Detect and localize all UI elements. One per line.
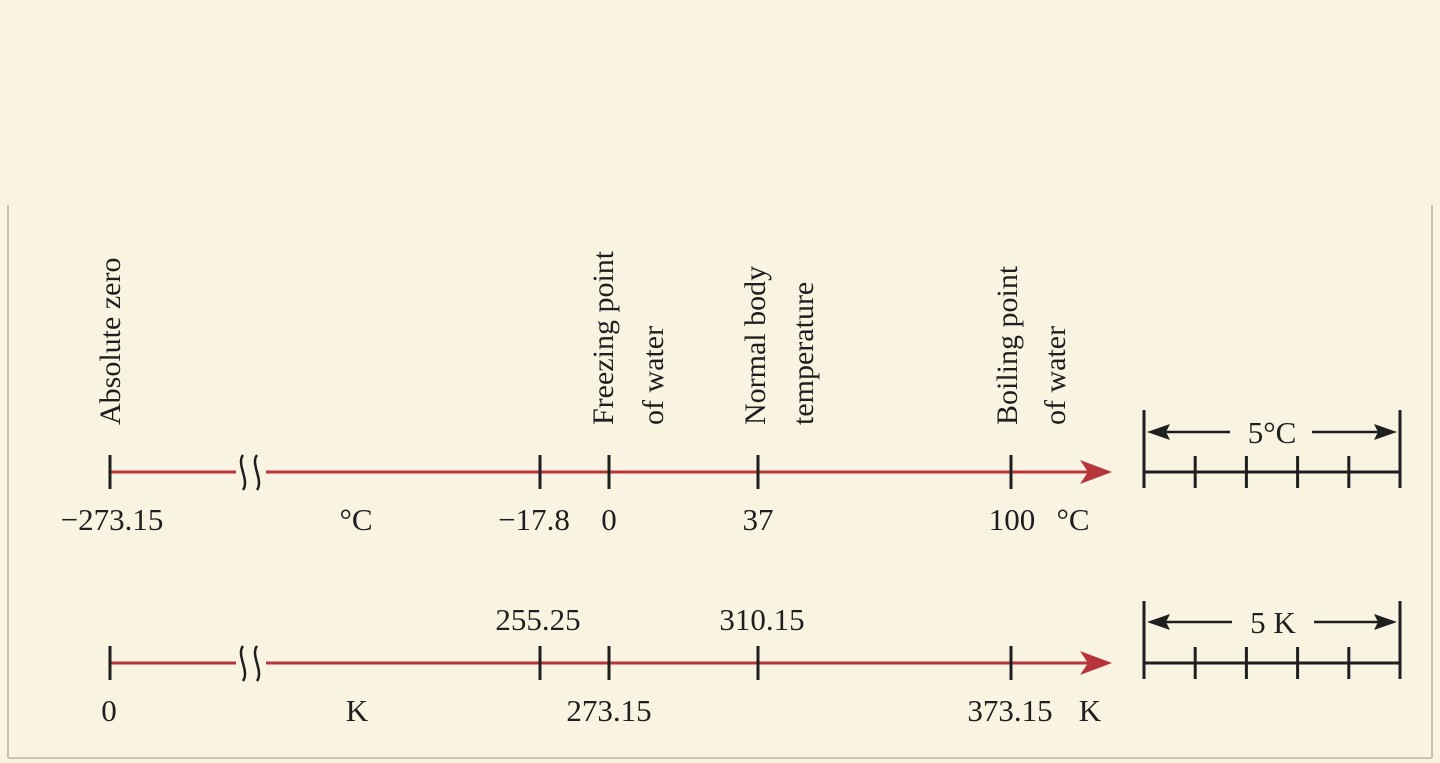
kelvin-degree-legend: 5 K	[1142, 601, 1402, 679]
landmark-boiling-point-line-2: of water	[1039, 326, 1072, 425]
landmark-freezing-point-line-1: Freezing point	[587, 250, 620, 425]
landmark-boiling-point-line-1: Boiling point	[991, 265, 1024, 425]
landmark-body-temperature-line-2: temperature	[787, 282, 820, 425]
celsius-unit-label: °C	[339, 502, 372, 537]
kelvin-label-freezing: 273.15	[566, 693, 651, 728]
celsius-legend-label: 5°C	[1248, 415, 1297, 450]
kelvin-legend-arrow-left-head	[1147, 614, 1170, 630]
celsius-scale: −273.15 °C −17.8 0 37 100 °C	[61, 454, 1112, 537]
celsius-label-absolute-zero: −273.15	[61, 502, 164, 537]
kelvin-scale: 255.25 310.15 0 K 273.15 373.15 K	[101, 602, 1112, 728]
celsius-arrow-head	[1080, 460, 1112, 484]
celsius-degree-legend: 5°C	[1142, 410, 1402, 488]
diagram-frame	[7, 205, 1433, 759]
kelvin-end-unit: K	[1079, 693, 1102, 728]
kelvin-unit-label: K	[346, 693, 369, 728]
celsius-label-body: 37	[743, 502, 774, 537]
celsius-legend-arrow-left-head	[1147, 424, 1170, 440]
landmark-body-temperature-line-1: Normal body	[739, 266, 772, 425]
kelvin-label-310-15: 310.15	[719, 602, 804, 637]
celsius-label-17-8: −17.8	[498, 502, 570, 537]
landmark-freezing-point-line-2: of water	[637, 326, 670, 425]
landmark-labels: Absolute zero Freezing point of water No…	[94, 250, 1072, 425]
celsius-label-boiling: 100	[989, 502, 1036, 537]
kelvin-arrow-head	[1080, 651, 1112, 675]
kelvin-label-255-25: 255.25	[495, 602, 580, 637]
kelvin-legend-arrow-right-head	[1374, 614, 1397, 630]
celsius-end-unit: °C	[1056, 502, 1089, 537]
kelvin-label-boiling: 373.15	[967, 693, 1052, 728]
celsius-label-freezing: 0	[601, 502, 617, 537]
kelvin-label-absolute-zero: 0	[101, 693, 117, 728]
celsius-legend-arrow-right-head	[1374, 424, 1397, 440]
landmark-absolute-zero-line-1: Absolute zero	[94, 258, 127, 425]
kelvin-legend-label: 5 K	[1250, 605, 1296, 640]
kelvin-axis-break	[236, 645, 266, 682]
celsius-axis-break	[236, 454, 266, 491]
